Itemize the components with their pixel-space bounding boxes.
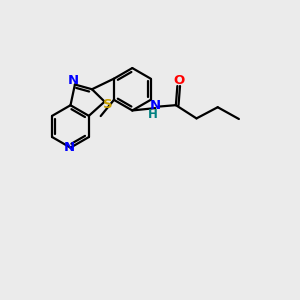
Text: O: O xyxy=(173,74,184,87)
Text: H: H xyxy=(148,108,158,121)
Text: N: N xyxy=(150,99,161,112)
Text: N: N xyxy=(64,141,75,154)
Text: N: N xyxy=(68,74,79,88)
Text: S: S xyxy=(103,98,112,110)
